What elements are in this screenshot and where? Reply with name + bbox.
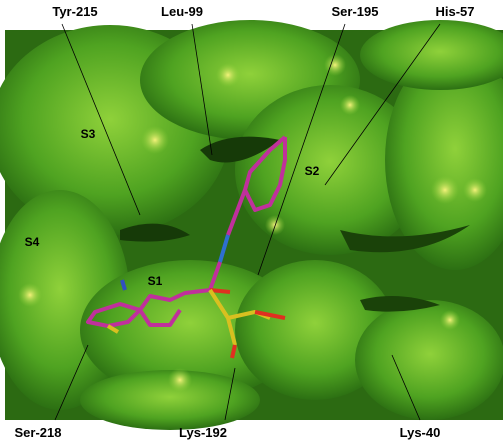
subsite-label: S2 <box>305 164 320 178</box>
page: {"residue_labels": ["Tyr-215", "Leu-99",… <box>0 0 503 443</box>
subsite-label: S1 <box>148 274 163 288</box>
residue-label: Lys-40 <box>400 425 441 440</box>
figure: Tyr-215 Leu-99 Ser-195 His-57 Ser-218 Lys-192… <box>0 0 503 443</box>
surface <box>0 20 503 430</box>
residue-label: Ser-195 <box>332 4 379 19</box>
subsite-label: S3 <box>81 127 96 141</box>
residue-label: Lys-192 <box>179 425 227 440</box>
residue-label: Tyr-215 <box>52 4 97 19</box>
subsite-label: S4 <box>25 235 40 249</box>
residue-label: His-57 <box>435 4 474 19</box>
residue-label: Ser-218 <box>15 425 62 440</box>
residue-label: Leu-99 <box>161 4 203 19</box>
